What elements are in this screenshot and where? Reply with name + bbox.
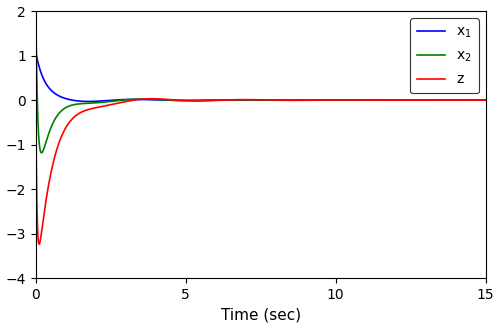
z bbox=[56, 142, 62, 146]
x$_2$ bbox=[33, 9, 39, 13]
x$_1$ bbox=[196, 98, 202, 102]
Line: z: z bbox=[36, 99, 486, 244]
x$_2$ bbox=[38, 151, 44, 155]
z bbox=[318, 98, 324, 102]
x$_2$ bbox=[56, 112, 62, 116]
x$_1$ bbox=[366, 98, 372, 102]
x$_1$ bbox=[390, 98, 396, 102]
z bbox=[36, 242, 42, 246]
x$_2$ bbox=[366, 98, 372, 102]
x$_1$ bbox=[33, 51, 39, 54]
x$_1$ bbox=[299, 98, 305, 102]
z bbox=[149, 97, 155, 101]
x$_2$ bbox=[390, 98, 396, 102]
x$_1$ bbox=[318, 98, 324, 102]
Line: x$_2$: x$_2$ bbox=[36, 11, 486, 153]
z bbox=[299, 98, 305, 102]
Legend: x$_1$, x$_2$, z: x$_1$, x$_2$, z bbox=[410, 18, 478, 93]
x$_2$ bbox=[482, 98, 488, 102]
X-axis label: Time (sec): Time (sec) bbox=[220, 307, 301, 322]
z bbox=[196, 99, 202, 103]
z bbox=[482, 98, 488, 102]
x$_2$ bbox=[299, 98, 305, 102]
z bbox=[390, 98, 396, 102]
x$_2$ bbox=[318, 98, 324, 102]
x$_2$ bbox=[196, 99, 202, 103]
x$_1$ bbox=[86, 99, 91, 103]
x$_1$ bbox=[56, 93, 62, 97]
z bbox=[366, 98, 372, 102]
z bbox=[33, 98, 39, 102]
Line: x$_1$: x$_1$ bbox=[36, 52, 486, 101]
x$_1$ bbox=[482, 98, 488, 102]
